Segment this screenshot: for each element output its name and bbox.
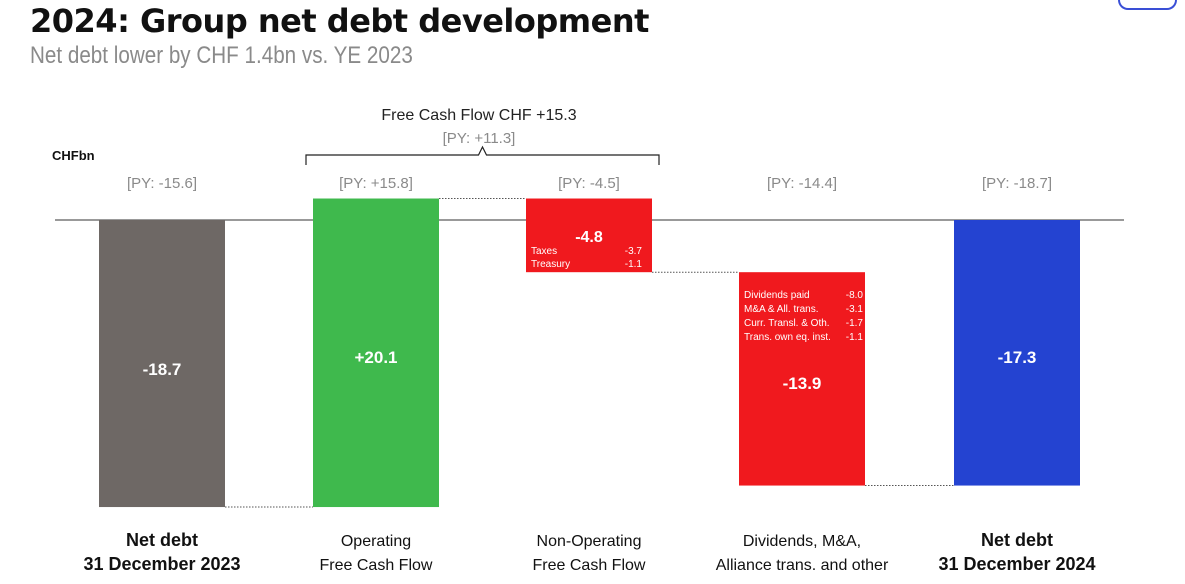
breakdown-label-nonop-1: Treasury bbox=[531, 259, 570, 270]
py-label-operating_fcf: [PY: +15.8] bbox=[339, 175, 413, 192]
breakdown-value-div-3: -1.1 bbox=[846, 332, 864, 343]
breakdown-value-div-0: -8.0 bbox=[846, 290, 864, 301]
py-label-dividends_ma: [PY: -14.4] bbox=[767, 175, 837, 192]
value-label-operating_fcf: +20.1 bbox=[354, 348, 397, 367]
category-label-dividends_ma-0: Dividends, M&A, bbox=[743, 533, 861, 550]
py-label-net_debt_2024: [PY: -18.7] bbox=[982, 175, 1052, 192]
category-label-net_debt_2024-0: Net debt bbox=[981, 530, 1053, 550]
breakdown-label-div-2: Curr. Transl. & Oth. bbox=[744, 318, 830, 329]
bar-net_debt_2023 bbox=[99, 220, 225, 508]
category-label-net_debt_2023-1: 31 December 2023 bbox=[83, 554, 240, 574]
bar-net_debt_2024 bbox=[954, 220, 1080, 486]
breakdown-value-div-2: -1.7 bbox=[846, 318, 864, 329]
value-label-net_debt_2023: -18.7 bbox=[143, 360, 182, 379]
category-label-net_debt_2023-0: Net debt bbox=[126, 530, 198, 550]
breakdown-label-div-3: Trans. own eq. inst. bbox=[744, 332, 831, 343]
breakdown-value-div-1: -3.1 bbox=[846, 304, 864, 315]
bracket-py-label: [PY: +11.3] bbox=[443, 130, 516, 147]
breakdown-label-div-0: Dividends paid bbox=[744, 290, 810, 301]
breakdown-value-nonop-0: -3.7 bbox=[625, 246, 643, 257]
py-label-non_operating_fcf: [PY: -4.5] bbox=[558, 175, 620, 192]
value-label-dividends_ma: -13.9 bbox=[783, 374, 822, 393]
breakdown-value-nonop-1: -1.1 bbox=[625, 259, 643, 270]
page-title: 2024: Group net debt development bbox=[30, 2, 649, 40]
category-label-non_operating_fcf-0: Non-Operating bbox=[537, 533, 642, 550]
category-label-operating_fcf-1: Free Cash Flow bbox=[320, 557, 433, 574]
bar-non_operating_fcf bbox=[526, 198, 652, 273]
unit-label: CHFbn bbox=[52, 148, 95, 163]
bar-dividends_ma bbox=[739, 272, 865, 486]
category-label-dividends_ma-1: Alliance trans. and other bbox=[716, 557, 889, 574]
category-label-net_debt_2024-1: 31 December 2024 bbox=[938, 554, 1095, 574]
category-label-operating_fcf-0: Operating bbox=[341, 533, 411, 550]
bracket-label: Free Cash Flow CHF +15.3 bbox=[381, 107, 576, 124]
page-subtitle: Net debt lower by CHF 1.4bn vs. YE 2023 bbox=[30, 42, 413, 69]
py-label-net_debt_2023: [PY: -15.6] bbox=[127, 175, 197, 192]
breakdown-label-div-1: M&A & All. trans. bbox=[744, 304, 818, 315]
value-label-net_debt_2024: -17.3 bbox=[998, 348, 1037, 367]
value-label-non_operating_fcf: -4.8 bbox=[575, 229, 603, 246]
breakdown-label-nonop-0: Taxes bbox=[531, 246, 557, 257]
bar-operating_fcf bbox=[313, 198, 439, 508]
category-label-non_operating_fcf-1: Free Cash Flow bbox=[533, 557, 646, 574]
fcf-bracket bbox=[305, 145, 660, 165]
